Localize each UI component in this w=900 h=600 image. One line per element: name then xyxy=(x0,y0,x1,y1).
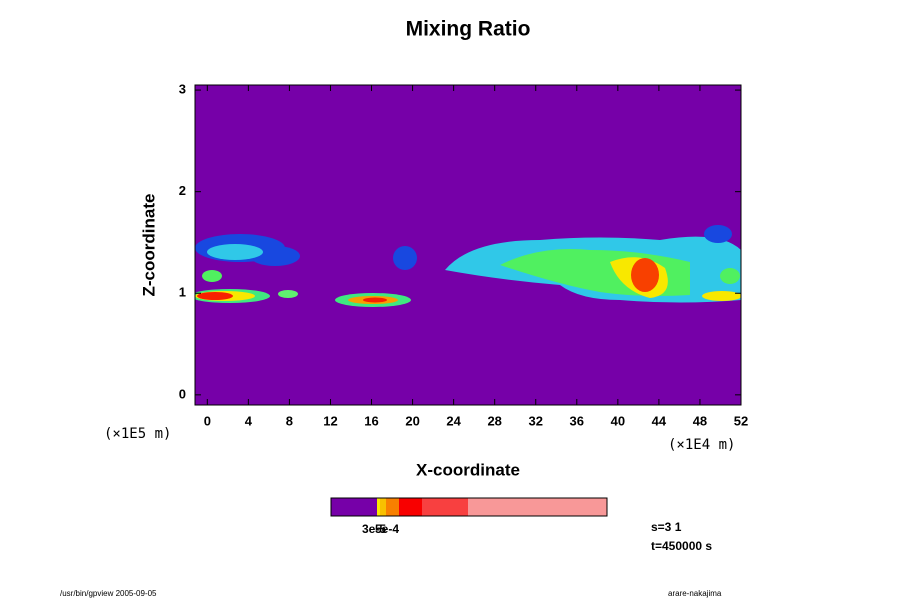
x-tick-label: 40 xyxy=(611,413,625,428)
colorbar-cell xyxy=(331,498,377,516)
x-tick-label: 20 xyxy=(405,413,419,428)
y-unit: (×1E5 m) xyxy=(104,426,171,442)
info-text: t=450000 s xyxy=(651,539,712,553)
colorbar-label: 5e-4 xyxy=(375,522,399,536)
x-unit: (×1E4 m) xyxy=(668,437,735,453)
colorbar xyxy=(330,497,608,517)
colorbar-label: 3e-5 xyxy=(362,522,386,536)
colorbar-cell xyxy=(377,498,380,516)
contour-field xyxy=(195,225,741,307)
x-tick-label: 52 xyxy=(734,413,748,428)
footer-left: /usr/bin/gpview 2005-09-05 xyxy=(60,589,157,598)
x-tick-label: 16 xyxy=(364,413,378,428)
plot-frame xyxy=(194,84,742,406)
chart-title: Mixing Ratio xyxy=(406,18,531,41)
colorbar-cell xyxy=(422,498,468,516)
x-tick-label: 32 xyxy=(529,413,543,428)
contour-region xyxy=(704,225,732,243)
x-tick-label: 8 xyxy=(286,413,293,428)
x-tick-label: 12 xyxy=(323,413,337,428)
colorbar-frame xyxy=(330,497,608,517)
contour-region xyxy=(720,268,740,284)
x-tick-label: 4 xyxy=(245,413,253,428)
y-tick-label: 2 xyxy=(179,183,186,198)
x-axis-label: X-coordinate xyxy=(416,460,520,479)
y-tick-label: 1 xyxy=(179,285,186,300)
colorbar-cell xyxy=(399,498,422,516)
contour-region xyxy=(202,270,222,282)
contour-region xyxy=(363,297,387,303)
colorbar-cell xyxy=(386,498,399,516)
x-tick-label: 36 xyxy=(570,413,584,428)
x-tick-label: 48 xyxy=(693,413,707,428)
contour-region xyxy=(197,292,233,300)
colorbar-cell xyxy=(468,498,607,516)
x-tick-label: 0 xyxy=(204,413,211,428)
y-tick-label: 0 xyxy=(179,386,186,401)
contour-region xyxy=(702,291,741,301)
contour-region xyxy=(278,290,298,298)
y-tick-label: 3 xyxy=(179,82,186,97)
x-tick-label: 44 xyxy=(652,413,667,428)
x-tick-label: 24 xyxy=(446,413,461,428)
contour-region xyxy=(393,246,417,270)
contour-region xyxy=(207,244,263,260)
colorbar-cell xyxy=(380,498,386,516)
info-text: s=3 1 xyxy=(651,520,682,534)
y-axis-label: Z-coordinate xyxy=(139,194,158,297)
contour-region xyxy=(631,258,659,292)
x-tick-label: 28 xyxy=(487,413,501,428)
footer-right: arare-nakajima xyxy=(668,589,722,598)
